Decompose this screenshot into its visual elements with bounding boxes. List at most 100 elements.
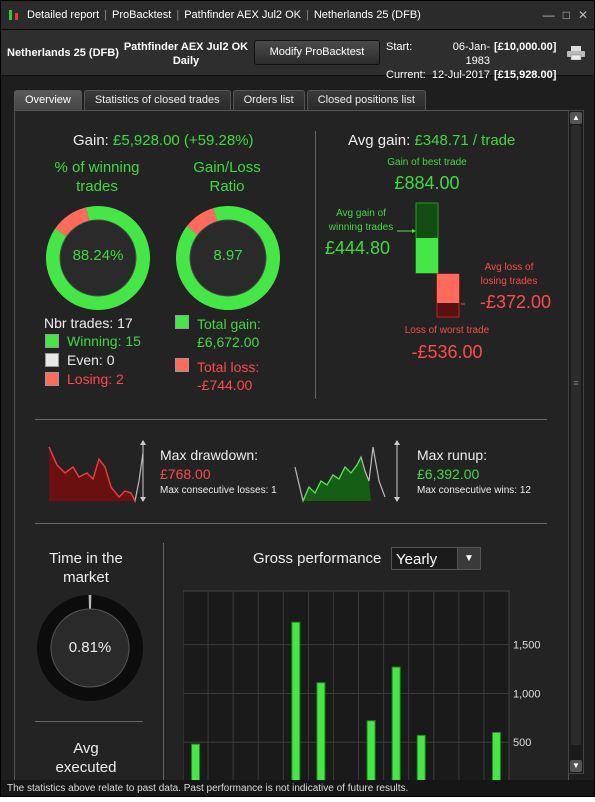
max-consec-wins: Max consecutive wins: 12 <box>417 485 531 496</box>
even-swatch <box>45 353 59 367</box>
tab-orders-list[interactable]: Orders list <box>232 90 305 110</box>
even-count: Even: 0 <box>67 352 115 368</box>
winning-swatch <box>45 334 59 348</box>
maximize-button[interactable]: □ <box>562 8 570 22</box>
time-in-market-text: 0.81% <box>68 639 112 656</box>
title-part-4: Netherlands 25 (DFB) <box>313 9 421 21</box>
max-runup-label: Max runup: <box>417 447 488 463</box>
avg-executed-title: Avg executed <box>35 739 137 777</box>
trade-range-bars <box>397 202 465 318</box>
grip-icon: ≡ <box>573 378 579 388</box>
max-consec-losses: Max consecutive losses: 1 <box>160 485 277 496</box>
date-range: Start: 06-Jan-1983 [£10,000.00] Current:… <box>386 40 556 82</box>
title-part-2: ProBacktest <box>112 9 172 21</box>
tab-closed-positions-list[interactable]: Closed positions list <box>306 90 426 110</box>
best-trade-value: £884.00 <box>394 173 460 193</box>
y-tick-label: 500 <box>513 737 531 749</box>
time-market-line2: market <box>63 569 109 586</box>
scroll-up-icon[interactable]: ▲ <box>570 112 582 124</box>
winning-trades-title: % of winning trades <box>43 158 151 196</box>
donut-loss-segment <box>55 207 90 237</box>
row-divider-2 <box>35 523 547 524</box>
title-part-1: Detailed report <box>27 9 100 21</box>
strategy-timeframe: Daily <box>172 55 200 67</box>
max-drawdown-value: £768.00 <box>160 466 211 482</box>
bar <box>316 682 326 781</box>
current-label: Current: <box>386 69 426 81</box>
close-button[interactable]: ✕ <box>577 8 588 22</box>
drawdown-mini-chart <box>48 440 146 503</box>
ratio-title-line2: Ratio <box>209 178 245 195</box>
total-loss: Total loss: -£744.00 <box>197 358 259 394</box>
total-gain-swatch <box>175 315 189 329</box>
max-runup-value: £6,392.00 <box>417 466 480 482</box>
tab-statistics-closed-trades[interactable]: Statistics of closed trades <box>83 90 231 110</box>
total-loss-swatch <box>175 358 189 372</box>
chevron-down-icon[interactable]: ▼ <box>457 548 480 569</box>
strategy-name: Pathfinder AEX Jul2 OK <box>123 41 249 53</box>
gain-loss-ratio-title: Gain/Loss Ratio <box>173 158 281 196</box>
avg-executed-line1: Avg <box>73 740 99 757</box>
winning-count: Winning: 15 <box>67 333 141 349</box>
tab-overview[interactable]: Overview <box>14 90 82 110</box>
period-select[interactable]: Yearly ▼ <box>391 547 481 570</box>
avg-executed-line2: executed <box>55 759 117 776</box>
ratio-text: 8.97 <box>213 247 243 264</box>
gain-value: £5,928.00 (+59.28%) <box>113 132 254 149</box>
total-gain-value: £6,672.00 <box>197 334 260 350</box>
left-divider <box>35 721 143 722</box>
print-icon[interactable] <box>567 46 585 60</box>
instrument-name: Netherlands 25 (DFB) <box>7 47 119 59</box>
donut-loss-segment <box>186 208 218 235</box>
nbr-trades: Nbr trades: 17 <box>44 315 133 331</box>
gross-performance-chart: 1,500 1,000 500 <box>183 590 541 781</box>
avg-loss-label-line2: losing trades <box>480 276 538 287</box>
total-loss-label: Total loss: <box>197 359 260 375</box>
winning-title-line1: % of winning <box>54 159 140 176</box>
avg-gain: Avg gain: £348.71 / trade <box>348 132 515 149</box>
avg-gain-label: Avg gain: <box>348 132 411 149</box>
bar <box>191 743 201 781</box>
current-date: 12-Jul-2017 <box>431 69 490 81</box>
chart-divider <box>163 543 164 781</box>
modify-probacktest-button[interactable]: Modify ProBacktest <box>254 40 380 65</box>
avg-loss-label-line1: Avg loss of <box>484 262 534 273</box>
time-in-market-title: Time in the market <box>35 549 137 587</box>
winning-pct-text: 88.24% <box>72 247 124 264</box>
report-header: Netherlands 25 (DFB) Pathfinder AEX Jul2… <box>1 30 594 81</box>
bar <box>366 720 376 781</box>
gain-summary: Gain: £5,928.00 (+59.28%) <box>73 132 254 149</box>
minimize-button[interactable]: — <box>542 8 555 22</box>
current-value: [£15,928.00] <box>494 69 557 81</box>
max-drawdown-label: Max drawdown: <box>160 447 259 463</box>
bar <box>291 621 301 781</box>
worst-trade-label: Loss of worst trade <box>404 325 490 336</box>
avg-loss-label: Avg loss of losing trades <box>473 261 545 289</box>
avg-win-label-line2: winning trades <box>328 222 394 233</box>
y-tick-label: 1,000 <box>513 688 541 700</box>
start-label: Start: <box>386 41 413 53</box>
runup-mini-chart <box>294 440 400 503</box>
total-gain-label: Total gain: <box>197 316 261 332</box>
overview-panel: Gain: £5,928.00 (+59.28%) % of winning t… <box>14 110 569 782</box>
period-select-value: Yearly <box>396 551 438 568</box>
best-trade-label: Gain of best trade <box>387 157 467 168</box>
bar <box>491 731 501 781</box>
title-bar: Detailed report | ProBacktest | Pathfind… <box>1 1 594 30</box>
losing-count: Losing: 2 <box>67 371 124 387</box>
winning-title-line2: trades <box>76 178 118 195</box>
avg-win-label-line1: Avg gain of <box>336 208 386 219</box>
time-in-market-donut <box>37 595 143 701</box>
vertical-scrollbar[interactable]: ▲ ≡ ▼ <box>568 110 584 774</box>
scroll-down-icon[interactable]: ▼ <box>570 760 582 772</box>
y-tick-label: 1,500 <box>513 640 541 652</box>
plot-area <box>183 590 510 781</box>
strategy-info: Pathfinder AEX Jul2 OK Daily <box>123 40 249 68</box>
scroll-thumb[interactable] <box>571 125 581 745</box>
avg-win-value: £444.80 <box>325 238 391 258</box>
ratio-title-line1: Gain/Loss <box>193 159 261 176</box>
section-divider <box>315 131 316 399</box>
gain-label: Gain: <box>73 132 109 149</box>
report-tabs: Overview Statistics of closed trades Ord… <box>14 90 426 110</box>
